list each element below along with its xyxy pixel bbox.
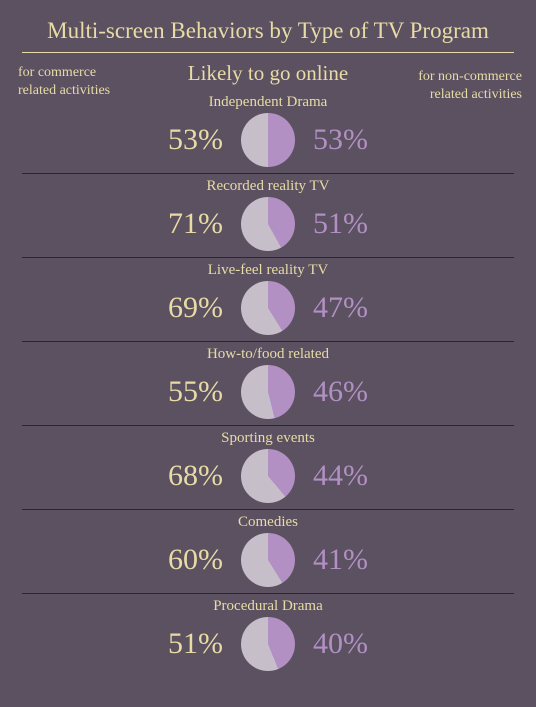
left-axis-label-line2: related activities <box>18 83 110 98</box>
pie-icon <box>241 365 295 419</box>
left-percent: 69% <box>139 291 223 325</box>
data-row: How-to/food related 55% 46% <box>22 342 514 426</box>
data-row: Procedural Drama 51% 40% <box>22 594 514 677</box>
right-percent: 47% <box>313 291 397 325</box>
data-row: Sporting events 68% 44% <box>22 426 514 510</box>
data-row: Recorded reality TV 71% 51% <box>22 174 514 258</box>
pie-icon <box>241 449 295 503</box>
row-body: 69% 47% <box>22 281 514 335</box>
right-percent: 41% <box>313 543 397 577</box>
pie-icon <box>241 617 295 671</box>
row-category-label: Sporting events <box>22 430 514 447</box>
row-body: 51% 40% <box>22 617 514 671</box>
pie-icon <box>241 197 295 251</box>
left-percent: 55% <box>139 375 223 409</box>
data-row: Comedies 60% 41% <box>22 510 514 594</box>
header-labels: for commerce related activities for non-… <box>22 88 514 126</box>
right-axis-label: for non-commerce related activities <box>418 68 522 103</box>
row-category-label: How-to/food related <box>22 346 514 363</box>
right-percent: 51% <box>313 207 397 241</box>
left-percent: 53% <box>139 123 223 157</box>
infographic-container: Multi-screen Behaviors by Type of TV Pro… <box>0 0 536 707</box>
row-category-label: Recorded reality TV <box>22 178 514 195</box>
left-percent: 71% <box>139 207 223 241</box>
left-percent: 51% <box>139 627 223 661</box>
row-body: 68% 44% <box>22 449 514 503</box>
left-axis-label-line1: for commerce <box>18 65 96 80</box>
right-percent: 44% <box>313 459 397 493</box>
right-percent: 46% <box>313 375 397 409</box>
right-percent: 40% <box>313 627 397 661</box>
main-title: Multi-screen Behaviors by Type of TV Pro… <box>22 18 514 53</box>
row-body: 55% 46% <box>22 365 514 419</box>
pie-icon <box>241 533 295 587</box>
left-percent: 60% <box>139 543 223 577</box>
row-category-label: Comedies <box>22 514 514 531</box>
left-axis-label: for commerce related activities <box>18 64 110 99</box>
row-category-label: Procedural Drama <box>22 598 514 615</box>
row-body: 60% 41% <box>22 533 514 587</box>
pie-icon <box>241 281 295 335</box>
row-body: 71% 51% <box>22 197 514 251</box>
right-percent: 53% <box>313 123 397 157</box>
right-axis-label-line2: related activities <box>430 87 522 102</box>
row-category-label: Live-feel reality TV <box>22 262 514 279</box>
data-rows: Independent Drama53%53%Recorded reality … <box>22 90 514 677</box>
right-axis-label-line1: for non-commerce <box>418 69 522 84</box>
left-percent: 68% <box>139 459 223 493</box>
data-row: Live-feel reality TV 69% 47% <box>22 258 514 342</box>
